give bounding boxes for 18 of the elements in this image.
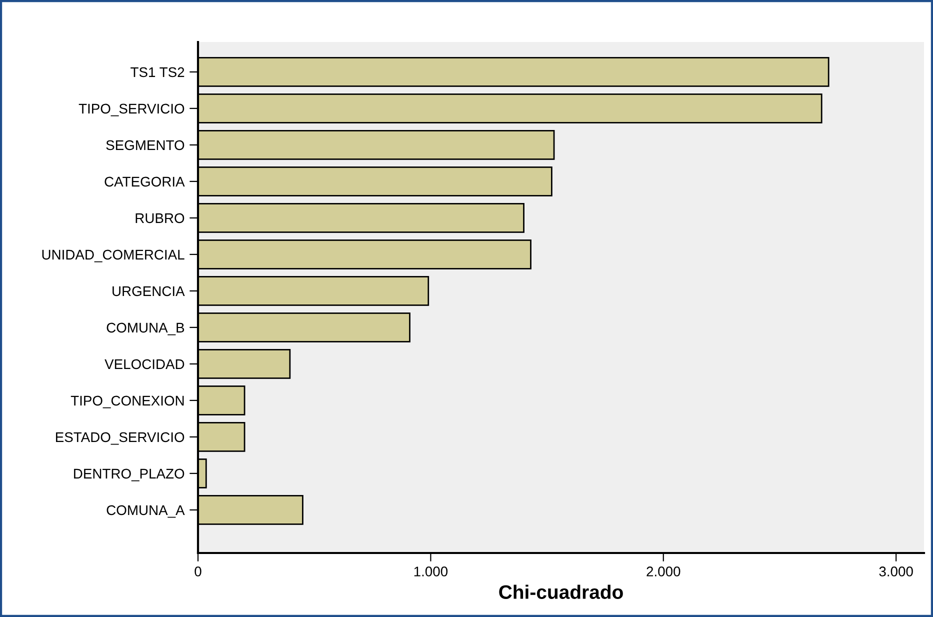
y-tick-label: URGENCIA xyxy=(112,286,185,296)
x-axis-title: Chi-cuadrado xyxy=(499,584,623,599)
y-tick-label: TIPO_CONEXION xyxy=(70,396,184,408)
y-tick-label: CATEGORIA xyxy=(104,176,185,187)
y-tick-label: DENTRO_PLAZO xyxy=(74,468,184,482)
y-tick-label: TS1 TS2 xyxy=(130,67,184,78)
y-tick-label: SEGMENTO xyxy=(106,140,184,150)
x-tick-label: 3.000 xyxy=(879,566,913,576)
x-tick-label: 0 xyxy=(194,566,202,576)
y-tick-label: TIPO_SERVICIO xyxy=(78,104,184,116)
y-tick-label: ESTADO_SERVICIO xyxy=(56,432,184,445)
x-tick-label: 1.000 xyxy=(414,566,448,576)
y-tick-label: UNIDAD_COMERCIAL xyxy=(42,250,184,262)
y-tick-label: COMUNA_B xyxy=(106,322,184,336)
y-tick-label: VELOCIDAD xyxy=(104,359,184,370)
y-tick-label: COMUNA_A xyxy=(106,505,185,518)
x-tick-label: 2.000 xyxy=(646,566,680,576)
y-tick-label: RUBRO xyxy=(136,213,184,224)
